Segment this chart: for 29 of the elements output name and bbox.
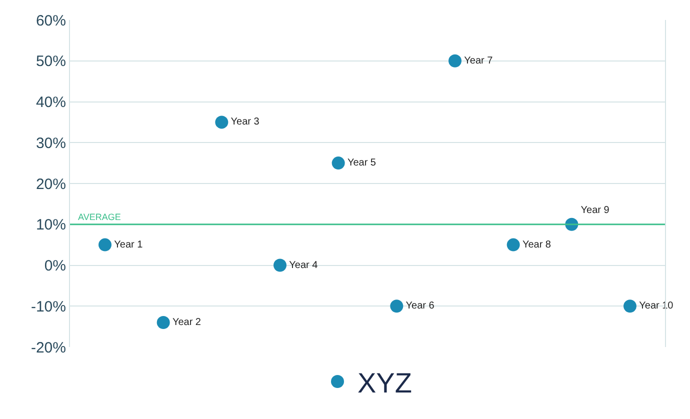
point [506,238,520,252]
y-tick-label: 30% [36,134,66,152]
data-label: Year 6 [406,300,435,312]
y-tick-label: -10% [30,298,66,316]
point [274,258,286,272]
point [215,116,228,129]
y-tick-label: -20% [30,339,66,356]
point [98,238,112,252]
y-tick-label: 60% [36,12,66,30]
data-label: Year 2 [172,316,202,328]
point [448,54,462,68]
data-label: Year 1 [114,239,144,250]
data-label: Year 9 [580,204,610,216]
data-label: Year 7 [464,55,494,66]
y-tick-label: 50% [36,53,66,70]
data-label: Year 4 [289,260,318,271]
point [332,156,345,170]
data-label: Year 3 [230,116,260,128]
y-tick-label: 0% [44,258,66,274]
ref-line-label: AVERAGE [78,212,121,222]
data-label: Year 5 [347,158,376,169]
point [624,300,636,313]
legend-label: XYZ [358,367,412,398]
y-tick-label: 10% [36,216,66,234]
y-tick-label: 40% [36,94,66,111]
y-tick-label: 20% [36,176,66,193]
data-label: Year 8 [522,239,552,250]
point [156,316,170,329]
point [390,300,404,313]
